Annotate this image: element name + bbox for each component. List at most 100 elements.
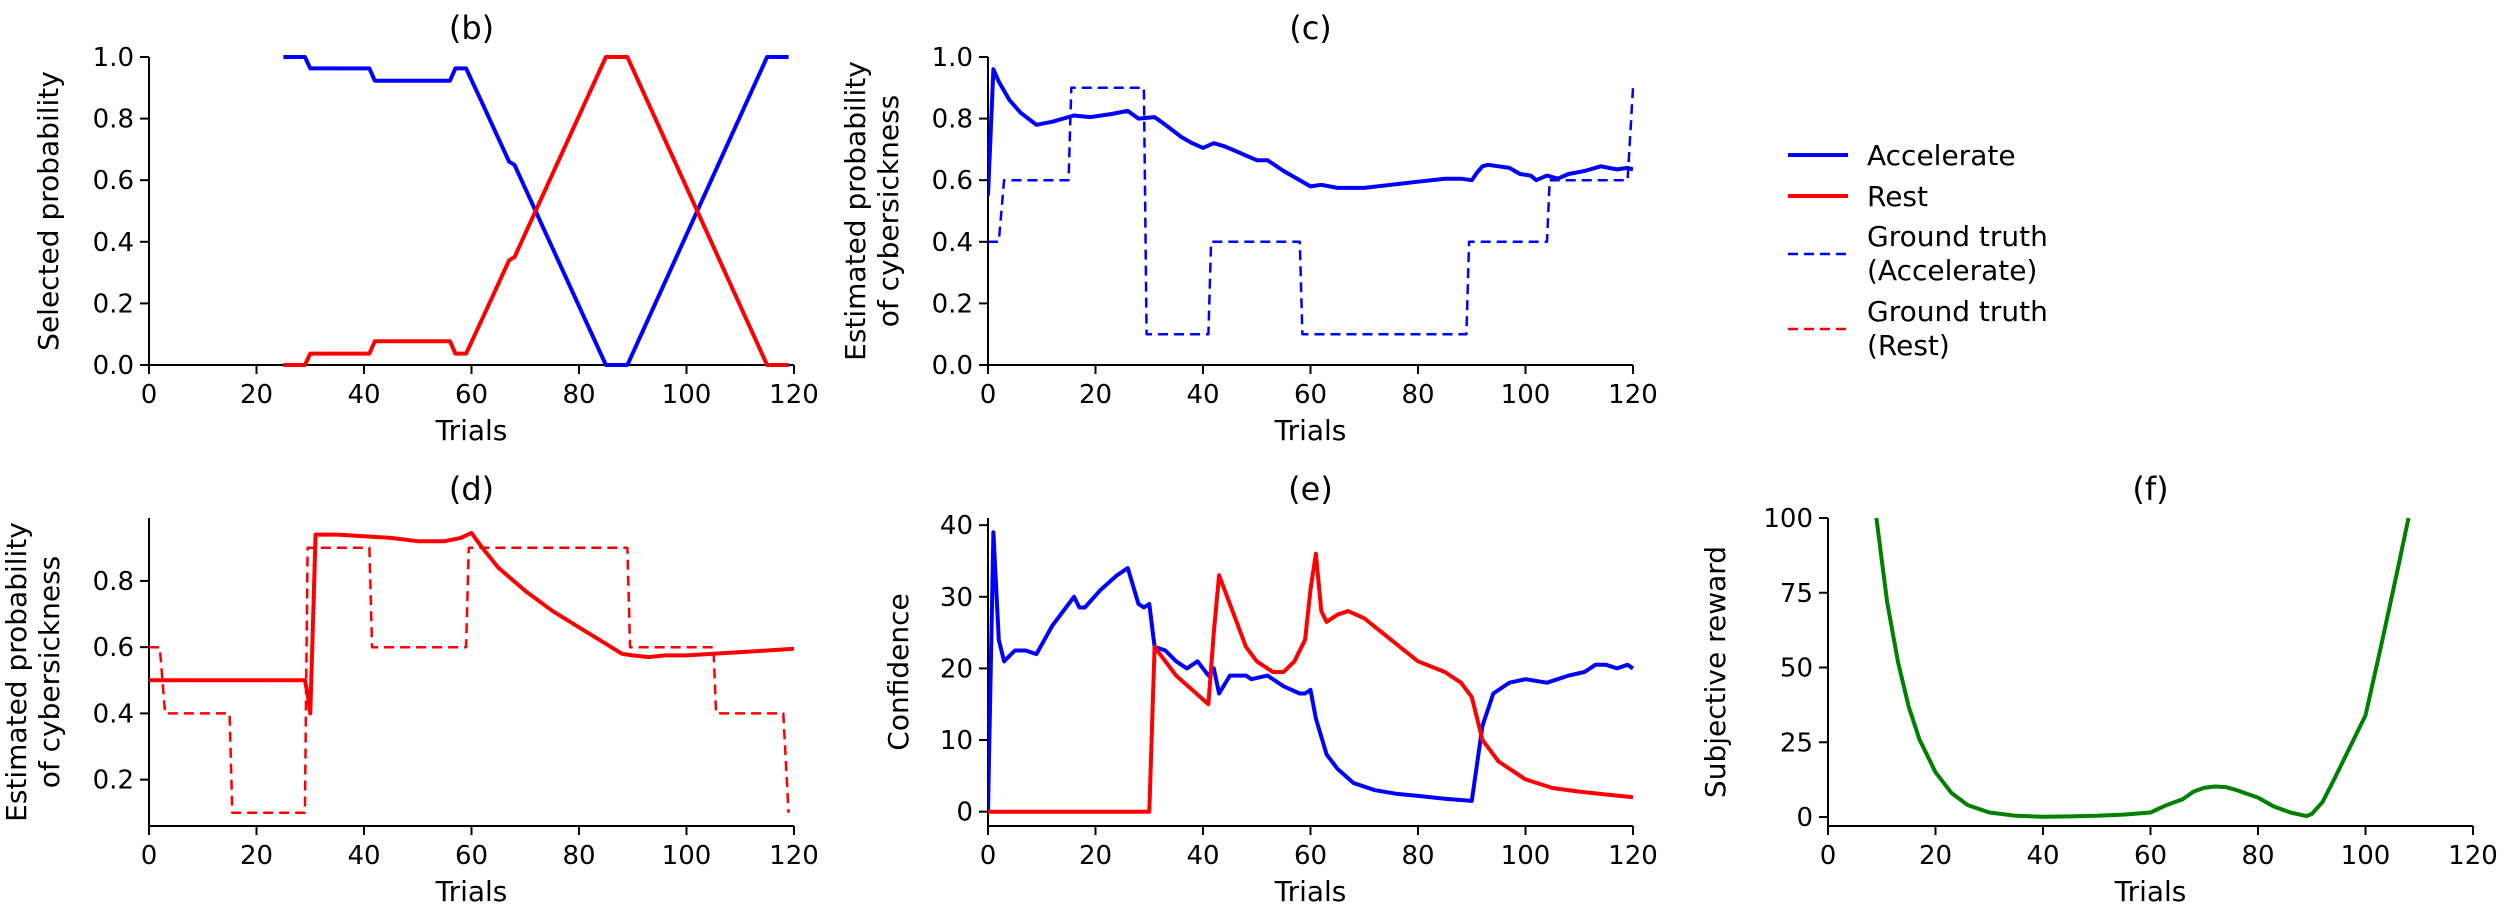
y-axis-label-line: Estimated probability	[0, 522, 33, 822]
y-tick-label: 0.6	[932, 166, 973, 196]
x-tick-label: 120	[2448, 841, 2498, 871]
x-tick-label: 80	[562, 380, 595, 410]
x-tick-label: 60	[2134, 841, 2167, 871]
x-tick-label: 120	[769, 841, 819, 871]
x-tick-label: 0	[980, 841, 997, 871]
y-tick-label: 1.0	[93, 43, 134, 73]
y-axis-label: Subjective reward	[1699, 546, 1732, 798]
series-line-solid-0	[149, 530, 795, 716]
y-axis-label-line: Subjective reward	[1699, 546, 1732, 798]
y-tick-label: 50	[1780, 654, 1813, 684]
x-tick-label: 20	[1079, 841, 1112, 871]
x-tick-label: 40	[1186, 841, 1219, 871]
chart-title: (d)	[449, 470, 494, 508]
y-tick-label: 0.0	[932, 351, 973, 381]
x-tick-label: 0	[141, 841, 158, 871]
x-tick-label: 0	[980, 380, 997, 410]
x-tick-label: 80	[1401, 841, 1434, 871]
x-axis-label: Trials	[1274, 875, 1347, 908]
y-tick-label: 1.0	[932, 43, 973, 73]
y-tick-label: 0.2	[93, 289, 134, 319]
x-tick-label: 100	[662, 841, 712, 871]
series-line-solid-1	[988, 551, 1634, 814]
series-line-solid-0	[988, 67, 1634, 196]
x-tick-label: 60	[455, 841, 488, 871]
x-tick-label: 0	[141, 380, 158, 410]
series-line-solid-0	[988, 530, 1635, 812]
chart-title: (c)	[1289, 9, 1332, 47]
y-tick-label: 0.8	[93, 105, 134, 135]
series-line-solid-0	[283, 55, 789, 367]
x-tick-label: 60	[455, 380, 488, 410]
y-tick-label: 0.4	[93, 699, 134, 729]
x-tick-label: 0	[1820, 841, 1837, 871]
x-tick-label: 100	[2341, 841, 2391, 871]
series-line-solid-0	[1874, 517, 2411, 819]
x-tick-label: 60	[1294, 841, 1327, 871]
y-axis-label: Estimated probabilityof cybersickness	[0, 522, 66, 822]
y-tick-label: 25	[1780, 728, 1813, 758]
x-tick-label: 20	[1919, 841, 1952, 871]
x-tick-label: 80	[2241, 841, 2274, 871]
x-tick-label: 40	[2026, 841, 2059, 871]
x-tick-label: 120	[1608, 841, 1658, 871]
y-tick-label: 10	[940, 726, 973, 756]
y-tick-label: 0.8	[932, 105, 973, 135]
x-axis-label: Trials	[435, 875, 508, 908]
y-tick-label: 40	[940, 511, 973, 541]
chart-title: (b)	[449, 9, 494, 47]
x-tick-label: 100	[662, 380, 712, 410]
x-tick-label: 20	[240, 380, 273, 410]
x-tick-label: 80	[562, 841, 595, 871]
y-axis-label-line: of cybersickness	[872, 95, 905, 328]
chart-d: (d) 0 20 40 60 80 100 120 0.2 0.4 0.6 0.8 Trials Esti…	[0, 470, 819, 908]
x-tick-label: 120	[1608, 380, 1658, 410]
y-tick-label: 0.4	[932, 228, 973, 258]
chart-f: (f) 0 20 40 60 80 100 120 0 25 50 75 100 Trials Subjec…	[1699, 470, 2498, 908]
chart-title: (f)	[2132, 470, 2168, 508]
chart-title: (e)	[1288, 470, 1333, 508]
x-tick-label: 100	[1501, 841, 1551, 871]
legend-label: Ground truth	[1867, 220, 2048, 253]
y-tick-label: 0.8	[93, 567, 134, 597]
y-axis-label: Selected probability	[32, 71, 65, 351]
y-tick-label: 0	[1796, 803, 1813, 833]
y-axis-label: Confidence	[882, 593, 915, 750]
x-axis-label: Trials	[435, 414, 508, 447]
x-axis-label: Trials	[2114, 875, 2187, 908]
x-tick-label: 40	[347, 841, 380, 871]
x-tick-label: 100	[1501, 380, 1551, 410]
y-tick-label: 75	[1780, 579, 1813, 609]
legend-label: (Rest)	[1867, 329, 1950, 362]
series-line-dashed-1	[149, 546, 790, 815]
y-tick-label: 0.4	[93, 228, 134, 258]
legend-label: (Accelerate)	[1867, 254, 2037, 287]
y-axis-label-line: of cybersickness	[33, 556, 66, 789]
y-tick-label: 0.2	[93, 766, 134, 796]
y-tick-label: 30	[940, 583, 973, 613]
y-tick-label: 0.6	[93, 633, 134, 663]
y-tick-label: 0.0	[93, 351, 134, 381]
x-tick-label: 60	[1294, 380, 1327, 410]
legend-label: Rest	[1867, 180, 1928, 213]
x-tick-label: 20	[240, 841, 273, 871]
x-tick-label: 40	[347, 380, 380, 410]
x-tick-label: 120	[769, 380, 819, 410]
y-tick-label: 0.6	[93, 166, 134, 196]
series-line-dashed-1	[988, 86, 1635, 336]
y-tick-label: 100	[1763, 504, 1813, 534]
y-axis-label-line: Estimated probability	[839, 61, 872, 361]
x-tick-label: 20	[1079, 380, 1112, 410]
x-axis-label: Trials	[1274, 414, 1347, 447]
y-axis-label: Estimated probabilityof cybersickness	[839, 61, 905, 361]
legend-label: Accelerate	[1867, 139, 2016, 172]
series-line-solid-1	[283, 55, 789, 367]
x-tick-label: 80	[1401, 380, 1434, 410]
y-tick-label: 0	[956, 798, 973, 828]
y-axis-label-line: Selected probability	[32, 71, 65, 351]
legend-label: Ground truth	[1867, 295, 2048, 328]
chart-c: (c) 0 20 40 60 80 100 120 0.0 0.2 0.4 0.6 0.8 1.0 Tria…	[839, 9, 1658, 447]
y-axis-label-line: Confidence	[882, 593, 915, 750]
